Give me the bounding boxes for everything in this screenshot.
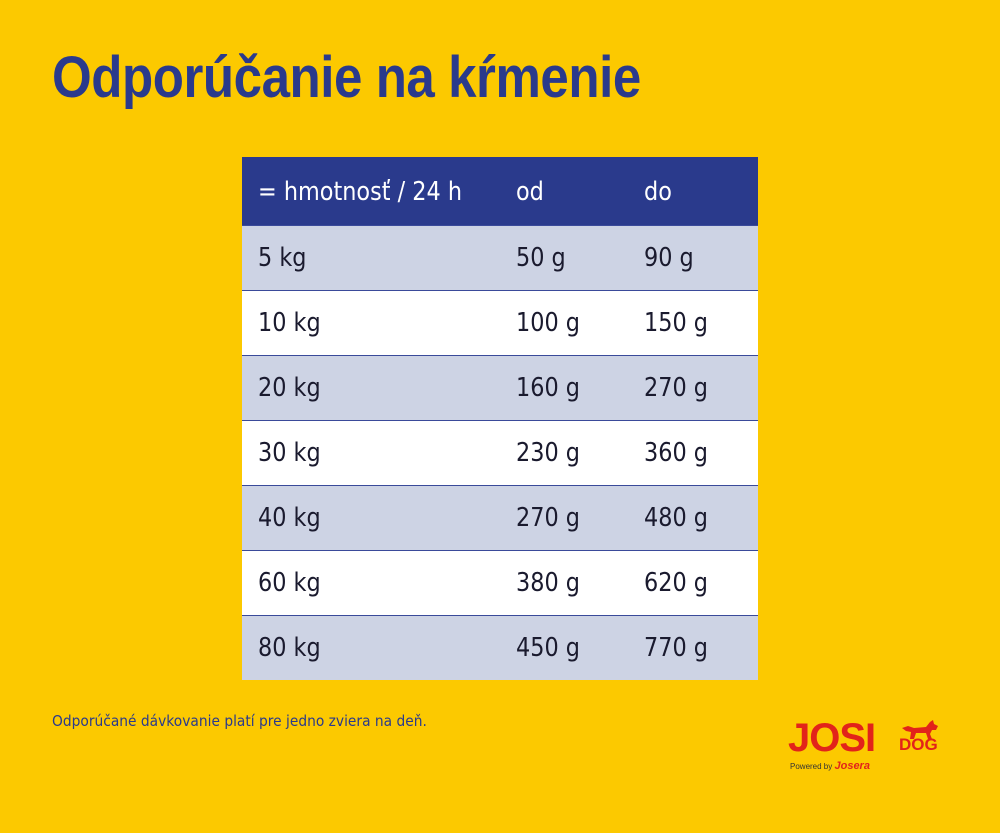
table-row: 80 kg 450 g 770 g (242, 615, 758, 680)
logo-main-text: JOSI (788, 716, 876, 760)
table-row: 60 kg 380 g 620 g (242, 550, 758, 615)
cell-to: 480 g (644, 503, 708, 533)
cell-to: 270 g (644, 373, 708, 403)
logo-powered-by: Powered by Josera (790, 760, 870, 772)
cell-to: 90 g (644, 243, 694, 273)
table-row: 40 kg 270 g 480 g (242, 485, 758, 550)
cell-from: 50 g (516, 243, 566, 273)
cell-to: 620 g (644, 568, 708, 598)
cell-from: 230 g (516, 438, 580, 468)
cell-to: 150 g (644, 308, 708, 338)
cell-weight: 30 kg (258, 438, 321, 468)
table-row: 30 kg 230 g 360 g (242, 420, 758, 485)
josera-brand: Josera (834, 760, 870, 772)
cell-from: 160 g (516, 373, 580, 403)
cell-weight: 80 kg (258, 633, 321, 663)
cell-to: 770 g (644, 633, 708, 663)
cell-to: 360 g (644, 438, 708, 468)
cell-weight: 60 kg (258, 568, 321, 598)
cell-weight: 10 kg (258, 308, 321, 338)
cell-from: 100 g (516, 308, 580, 338)
feeding-table: = hmotnosť / 24 h od do 5 kg 50 g 90 g 1… (242, 157, 758, 680)
page-title: Odporúčanie na kŕmenie (52, 45, 641, 110)
header-to: do (644, 177, 672, 207)
table-header: = hmotnosť / 24 h od do (242, 157, 758, 225)
table-row: 5 kg 50 g 90 g (242, 225, 758, 290)
cell-from: 270 g (516, 503, 580, 533)
powered-by-label: Powered by (790, 762, 833, 771)
table-row: 20 kg 160 g 270 g (242, 355, 758, 420)
header-from: od (516, 177, 544, 207)
josidog-logo: JOSI DOG Powered by Josera (788, 716, 948, 776)
dosage-note: Odporúčané dávkovanie platí pre jedno zv… (52, 712, 427, 730)
table-row: 10 kg 100 g 150 g (242, 290, 758, 355)
cell-from: 380 g (516, 568, 580, 598)
dog-icon (902, 720, 938, 739)
cell-weight: 40 kg (258, 503, 321, 533)
logo-sub-text: DOG (899, 735, 938, 754)
cell-weight: 5 kg (258, 243, 307, 273)
cell-from: 450 g (516, 633, 580, 663)
header-weight: = hmotnosť / 24 h (258, 177, 462, 207)
cell-weight: 20 kg (258, 373, 321, 403)
